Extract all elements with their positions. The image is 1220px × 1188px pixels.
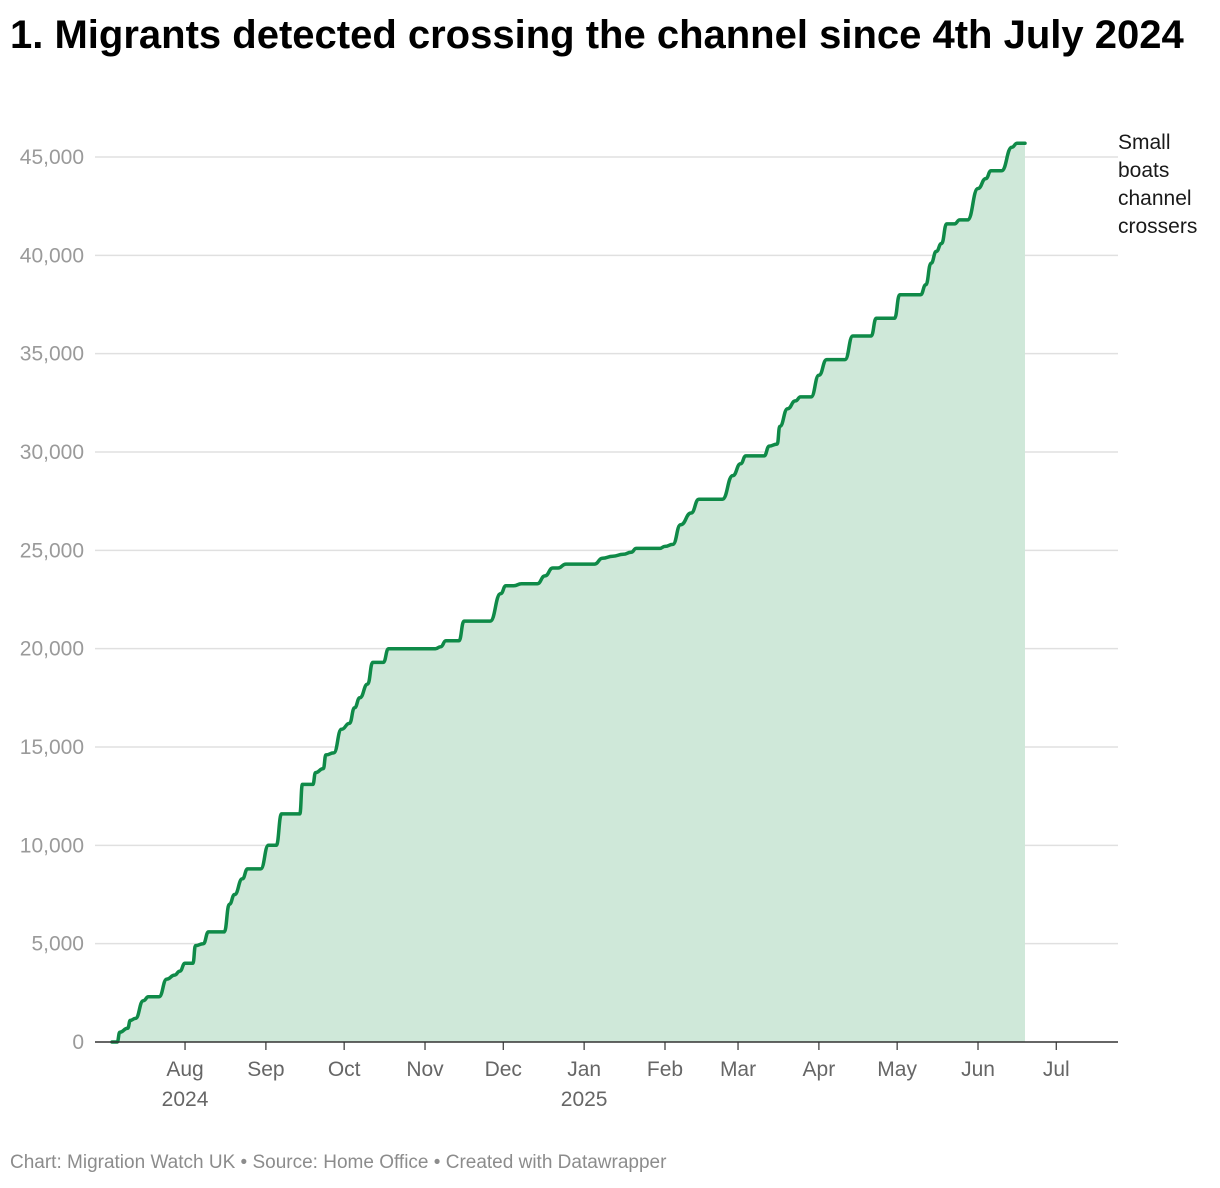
series-label-line: boats (1118, 159, 1169, 182)
footer: Chart: Migration Watch UK • Source: Home… (10, 1152, 666, 1174)
separator-dot: • (433, 1152, 441, 1173)
x-tick-label: May (877, 1058, 917, 1081)
y-tick-label: 30,000 (20, 441, 84, 464)
x-tick-label: Aug (166, 1058, 203, 1081)
y-axis: 0 5,000 10,000 15,000 20,000 25,000 30,000 35,0… (20, 146, 84, 1054)
y-tick-label: 10,000 (20, 834, 84, 857)
x-tick-label: Jun (961, 1058, 995, 1081)
x-tick-label: Feb (647, 1058, 683, 1081)
x-tick-label: Mar (720, 1058, 756, 1081)
y-tick-label: 0 (72, 1031, 84, 1054)
x-tick-year-label: 2024 (162, 1088, 209, 1111)
x-tick-label: Dec (485, 1058, 522, 1081)
series-label-line: crossers (1118, 215, 1197, 238)
series-label: Small boats channel crossers (1118, 131, 1197, 238)
chart-title: 1. Migrants detected crossing the channe… (10, 13, 1184, 57)
series-label-line: Small (1118, 131, 1171, 154)
y-tick-label: 20,000 (20, 638, 84, 661)
series-layer (95, 141, 1118, 1044)
x-tick-label: Jul (1043, 1058, 1070, 1081)
chart-credit: Chart: Migration Watch UK (10, 1152, 236, 1173)
x-axis: Aug 2024 Sep Oct Nov Dec Jan 2025 Feb Mar Apr May Ju… (162, 1042, 1070, 1111)
x-tick-label: Sep (247, 1058, 284, 1081)
separator-dot: • (240, 1152, 248, 1173)
y-tick-label: 35,000 (20, 343, 84, 366)
series-label-line: channel (1118, 187, 1192, 210)
x-tick-year-label: 2025 (561, 1088, 608, 1111)
y-tick-label: 45,000 (20, 146, 84, 169)
x-tick-label: Jan (567, 1058, 601, 1081)
x-tick-label: Oct (328, 1058, 361, 1081)
source-credit: Source: Home Office (252, 1152, 429, 1173)
y-tick-label: 5,000 (31, 933, 84, 956)
y-tick-label: 40,000 (20, 244, 84, 267)
x-tick-label: Apr (803, 1058, 836, 1081)
tool-credit: Created with Datawrapper (445, 1152, 667, 1173)
y-tick-label: 25,000 (20, 539, 84, 562)
x-tick-label: Nov (406, 1058, 444, 1081)
series-line (110, 141, 1027, 1044)
y-tick-label: 15,000 (20, 736, 84, 759)
series-area (112, 143, 1025, 1042)
